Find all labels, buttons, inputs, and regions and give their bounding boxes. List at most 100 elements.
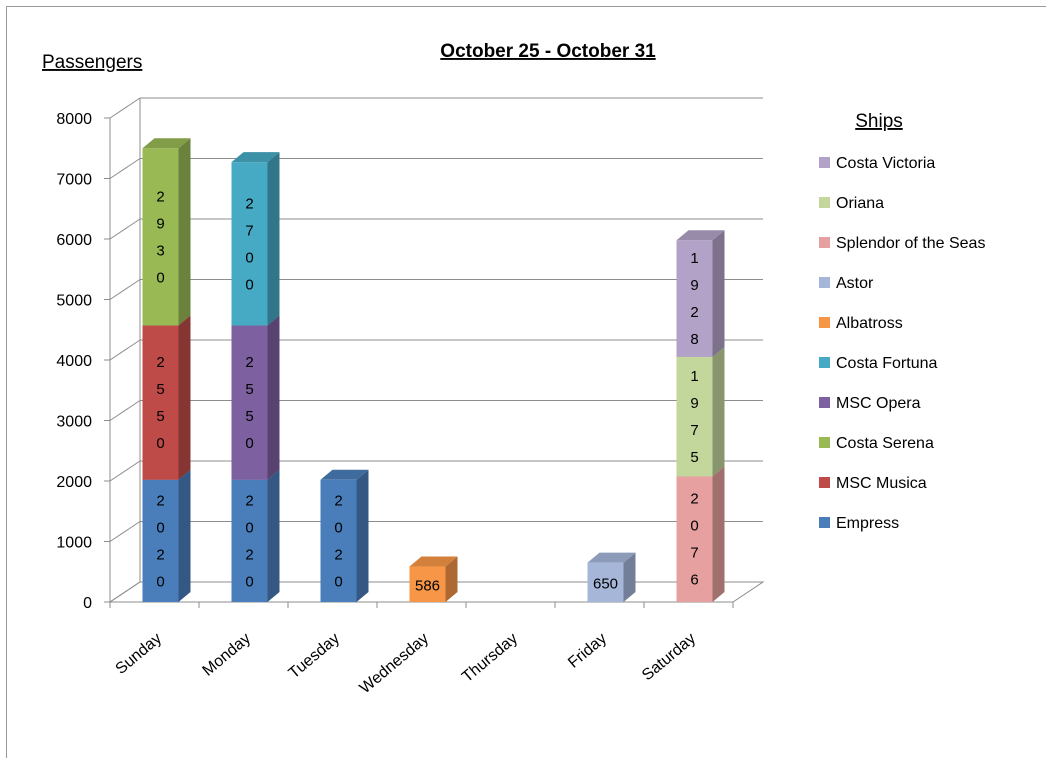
bar-side: [267, 152, 280, 326]
y-tick-label: 4000: [56, 353, 92, 370]
legend-label: Costa Victoria: [836, 155, 935, 172]
legend-swatch: [819, 237, 830, 248]
gridline-side: [109, 97, 141, 119]
plot-area: 0 1000 2000 3000 4000 5000 6000 7000 8000 Sunday M…: [56, 97, 765, 697]
y-tick-label: 8000: [56, 111, 92, 128]
bar-side: [267, 469, 280, 602]
x-tick-label: Thursday: [459, 630, 521, 686]
y-tick-label: 0: [83, 595, 92, 612]
x-tick-label: Saturday: [639, 630, 699, 684]
bar-side: [267, 315, 280, 480]
legend-label: MSC Musica: [836, 475, 927, 492]
bar-front: [231, 325, 268, 480]
bar-front: [676, 356, 713, 477]
legend-item: Splendor of the Seas: [819, 235, 985, 252]
legend-item: Costa Victoria: [819, 155, 935, 172]
bar-front: [676, 476, 713, 602]
bar-top: [142, 138, 191, 149]
gridline-side: [109, 339, 141, 361]
legend-label: Astor: [836, 275, 874, 292]
bar-side: [712, 466, 725, 602]
legend-swatch: [819, 357, 830, 368]
y-axis-label: Passengers: [42, 52, 142, 73]
bar-front: [142, 325, 179, 480]
bar-top: [231, 152, 280, 163]
chart-title: October 25 - October 31: [440, 41, 656, 62]
x-tick-label: Tuesday: [286, 630, 343, 682]
legend-item: Empress: [819, 515, 899, 532]
legend-item: MSC Musica: [819, 475, 927, 492]
legend-label: MSC Opera: [836, 395, 921, 412]
bar-side: [445, 556, 458, 602]
legend-swatch: [819, 477, 830, 488]
bar-top: [409, 556, 458, 567]
gridline-side: [109, 279, 141, 300]
bar-side: [178, 138, 191, 326]
bar-front: [142, 148, 179, 326]
bar-front: [409, 566, 446, 602]
legend-label: Splendor of the Seas: [836, 235, 985, 252]
bar-segment: 586: [409, 556, 458, 602]
legend-swatch: [819, 397, 830, 408]
bar-front: [587, 562, 624, 602]
data-label: 586: [415, 577, 440, 594]
legend-item: MSC Opera: [819, 395, 921, 412]
y-tick-label: 6000: [56, 232, 92, 249]
legend-item: Costa Fortuna: [819, 355, 937, 372]
y-tick-label: 3000: [56, 414, 92, 431]
legend-label: Empress: [836, 515, 899, 532]
legend-item: Astor: [819, 275, 874, 292]
bar-side: [178, 469, 191, 602]
gridline-side: [109, 521, 141, 542]
legend-title: Ships: [855, 111, 903, 132]
data-label: 650: [593, 575, 618, 592]
bar-front: [142, 479, 179, 602]
legend-item: Costa Serena: [819, 435, 934, 452]
bar-front: [231, 479, 268, 602]
x-tick-label: Monday: [200, 630, 255, 680]
bar-top: [676, 230, 725, 241]
bar-top: [587, 552, 636, 563]
gridline-side: [109, 218, 141, 240]
x-tick-label: Friday: [565, 630, 610, 672]
bar-front: [320, 479, 357, 602]
y-tick-label: 2000: [56, 474, 92, 491]
bar-front: [676, 240, 713, 357]
legend-swatch: [819, 317, 830, 328]
bar-side: [712, 346, 725, 477]
legend-swatch: [819, 197, 830, 208]
legend-swatch: [819, 277, 830, 288]
x-tick-label: Wednesday: [357, 630, 432, 697]
bar-side: [712, 230, 725, 357]
gridline-side: [109, 460, 141, 482]
x-tick-label: Sunday: [113, 630, 165, 678]
y-tick-label: 5000: [56, 293, 92, 310]
y-tick-label: 1000: [56, 535, 92, 552]
legend-swatch: [819, 437, 830, 448]
legend-item: Albatross: [819, 315, 903, 332]
legend-label: Costa Serena: [836, 435, 934, 452]
legend-swatch: [819, 157, 830, 168]
bar-segment: 650: [587, 552, 636, 602]
bar-top: [320, 469, 369, 480]
y-tick-label: 7000: [56, 172, 92, 189]
legend-label: Oriana: [836, 195, 884, 212]
